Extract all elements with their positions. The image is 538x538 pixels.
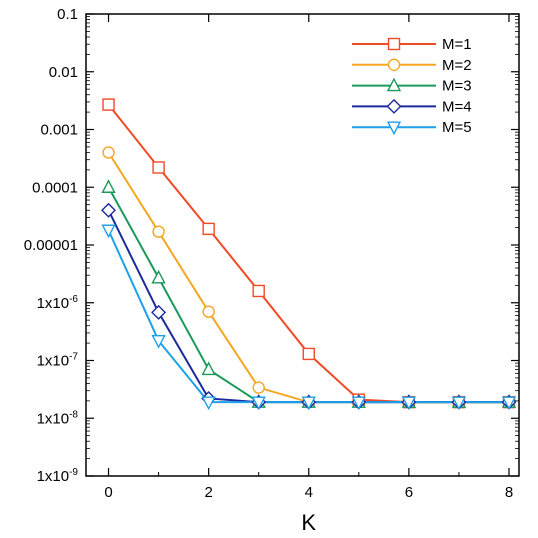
legend-label: M=3 [442, 78, 472, 95]
plot-markers [101, 98, 517, 411]
data-point-m1 [202, 222, 215, 236]
y-tick-label-base: 1x10 [37, 295, 70, 312]
series-line-m5 [107, 229, 509, 404]
data-point-m5 [501, 396, 517, 411]
y-tick-label: 0.0001 [32, 179, 78, 196]
data-point-m3 [101, 179, 116, 193]
y-tick-label: 1x10-6 [37, 294, 79, 312]
series-line-m4 [107, 209, 509, 404]
y-tick-label-base: 0.00001 [24, 237, 78, 254]
data-point-m5 [451, 396, 467, 411]
y-tick-label-base: 1x10 [37, 353, 70, 370]
legend-item: M=5 [352, 119, 472, 136]
data-point-m1 [252, 284, 265, 298]
legend-marker [387, 37, 401, 51]
data-point-m1 [102, 98, 115, 111]
legend-item: M=2 [352, 57, 472, 74]
data-point-m1 [152, 161, 165, 174]
y-tick-label: 1x10-9 [37, 467, 79, 485]
data-point-m3 [151, 269, 166, 284]
data-point-m3 [201, 361, 216, 376]
data-point-m5 [251, 396, 266, 411]
data-point-m4 [151, 304, 167, 320]
x-axis-label: K [301, 510, 316, 535]
x-tick-label: 4 [305, 484, 313, 501]
data-point-m2 [152, 225, 165, 238]
legend-item: M=1 [352, 36, 472, 53]
x-axis: 0 2 4 6 8 [104, 14, 513, 501]
y-tick-label-base: 0.001 [40, 122, 78, 139]
y-tick-label: 0.00001 [24, 237, 78, 254]
data-point-m5 [151, 335, 166, 349]
legend: M=1 M=2 M=3 M=4 M=5 [352, 36, 472, 136]
legend-label: M=5 [442, 119, 472, 136]
data-point-m2 [252, 381, 265, 394]
x-tick-label: 2 [204, 484, 212, 501]
y-tick-label: 0.01 [49, 64, 78, 81]
y-tick-label-exponent: -9 [69, 467, 78, 478]
data-point-m1 [302, 347, 315, 361]
y-tick-label-base: 1x10 [37, 468, 70, 485]
data-point-m4 [101, 202, 117, 218]
x-tick-label: 0 [104, 484, 112, 501]
y-tick-label-base: 0.0001 [32, 179, 78, 196]
legend-item: M=4 [352, 98, 472, 115]
legend-item: M=3 [352, 77, 472, 95]
series-line-m3 [107, 186, 509, 404]
y-tick-label: 1x10-8 [37, 409, 79, 427]
legend-marker [386, 121, 402, 136]
y-tick-label-exponent: -7 [69, 352, 78, 363]
series-line-m2 [107, 151, 509, 404]
data-point-m5 [401, 396, 417, 411]
legend-label: M=4 [442, 98, 472, 115]
data-point-m2 [202, 305, 215, 318]
legend-marker [387, 58, 401, 72]
data-point-m5 [301, 396, 316, 411]
data-point-m2 [102, 146, 115, 159]
y-tick-label-exponent: -6 [69, 294, 78, 305]
legend-marker [386, 98, 402, 114]
legend-label: M=1 [442, 36, 472, 53]
y-tick-label-base: 0.1 [57, 6, 78, 23]
x-tick-label: 8 [505, 484, 513, 501]
y-axis: 0.10.010.0010.00010.000011x10-61x10-71x1… [24, 6, 519, 485]
y-tick-label-base: 1x10 [37, 410, 70, 427]
data-point-m5 [101, 224, 116, 239]
y-tick-label: 0.1 [57, 6, 78, 23]
y-tick-label: 1x10-7 [37, 352, 79, 370]
y-tick-label-base: 0.01 [49, 64, 78, 81]
y-tick-label-exponent: -8 [69, 409, 78, 420]
legend-marker [386, 77, 402, 92]
data-point-m5 [351, 396, 366, 411]
legend-label: M=2 [442, 57, 472, 74]
data-point-m5 [201, 396, 216, 411]
x-tick-label: 6 [405, 484, 413, 501]
y-tick-label: 0.001 [40, 122, 78, 139]
